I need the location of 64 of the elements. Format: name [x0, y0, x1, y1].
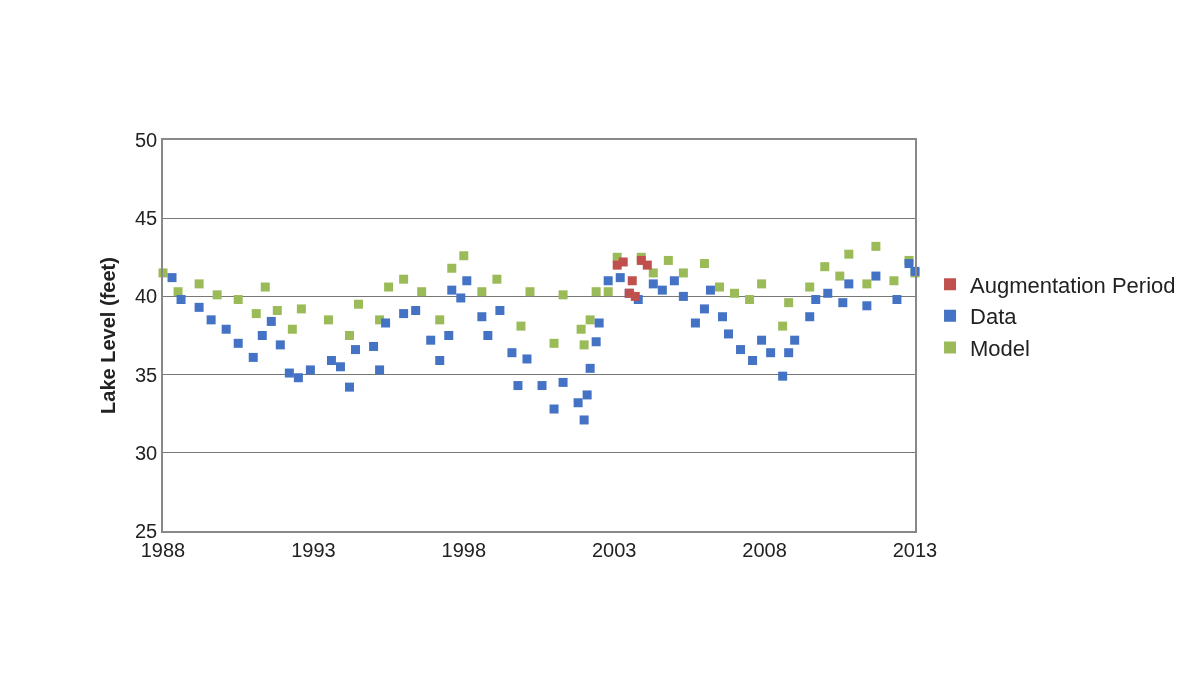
point — [784, 298, 794, 308]
point — [630, 291, 640, 301]
point — [889, 276, 899, 286]
y-tick-label: 30 — [135, 441, 158, 464]
point — [627, 276, 637, 286]
point — [844, 249, 854, 259]
point — [233, 295, 243, 305]
point — [525, 287, 535, 297]
point — [576, 324, 586, 334]
point — [417, 287, 427, 297]
point — [862, 279, 872, 289]
point — [618, 257, 628, 267]
y-tick-label: 40 — [135, 285, 158, 308]
x-tick-label: 2013 — [892, 538, 938, 561]
point — [730, 288, 740, 298]
x-tick-label: 1998 — [441, 538, 487, 561]
point — [591, 287, 601, 297]
point — [399, 274, 409, 284]
y-tick-label: 50 — [135, 129, 158, 151]
point — [287, 324, 297, 334]
point — [260, 282, 270, 292]
point — [384, 282, 394, 292]
point — [714, 282, 724, 292]
point — [345, 331, 354, 340]
point — [648, 268, 658, 278]
point — [678, 268, 688, 278]
point — [820, 262, 830, 272]
point — [745, 295, 755, 305]
point — [354, 299, 364, 309]
point — [585, 315, 595, 325]
point — [558, 290, 568, 300]
point — [757, 279, 767, 289]
legend-label: Data — [970, 304, 1018, 330]
point — [435, 315, 445, 325]
point — [447, 263, 457, 273]
y-axis-title: Lake Level (feet) — [97, 257, 119, 414]
point — [272, 305, 282, 315]
point — [212, 290, 222, 300]
point — [516, 321, 526, 331]
point — [871, 241, 881, 251]
point — [173, 287, 183, 297]
point — [323, 315, 333, 325]
point — [477, 287, 487, 297]
x-tick-label: 2003 — [591, 538, 637, 561]
point — [459, 251, 469, 261]
point — [579, 340, 589, 350]
point — [699, 259, 709, 269]
point — [778, 321, 788, 331]
point — [251, 309, 261, 319]
point — [835, 271, 845, 281]
point — [603, 287, 613, 297]
point — [642, 260, 652, 270]
legend-label: Augmentation Period — [970, 272, 1176, 298]
legend-label: Model — [970, 336, 1030, 362]
point — [549, 338, 559, 348]
point — [805, 282, 815, 292]
point — [492, 274, 502, 284]
x-tick-label: 2008 — [742, 538, 787, 561]
point — [296, 304, 306, 314]
x-tick-label: 1993 — [291, 538, 336, 561]
point — [663, 255, 673, 265]
point — [194, 279, 204, 289]
y-tick-label: 35 — [135, 363, 158, 386]
y-tick-label: 45 — [135, 207, 158, 230]
